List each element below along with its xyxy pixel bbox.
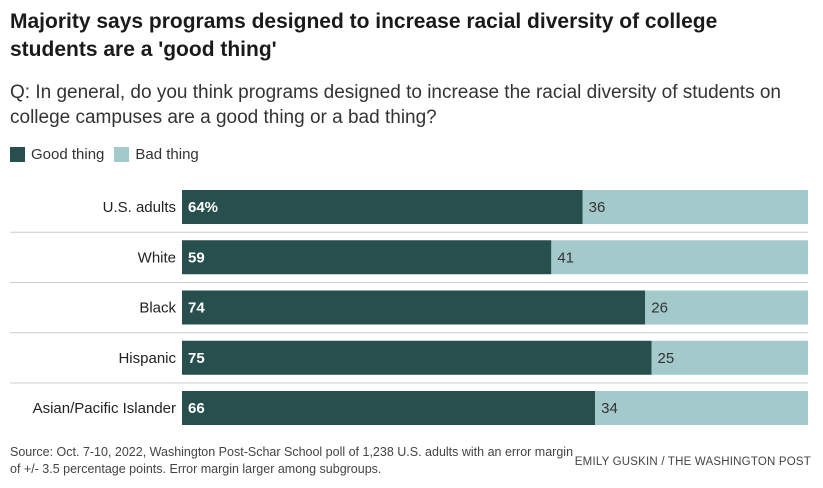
data-label-good-thing: 66 [188,400,205,417]
data-label-bad-thing: 41 [557,249,574,266]
category-label: U.S. adults [103,199,176,216]
data-label-bad-thing: 26 [651,300,668,317]
bar-good-thing [182,391,596,425]
legend-label-good: Good thing [31,146,105,163]
legend-label-bad: Bad thing [135,146,199,163]
bar-bad-thing [582,190,808,224]
bar-bad-thing [651,340,808,375]
legend-swatch-bad [114,147,130,162]
data-label-good-thing: 75 [188,350,205,367]
data-label-bad-thing: 36 [589,199,606,216]
chart-title: Majority says programs designed to incre… [10,10,718,61]
credit-line: EMILY GUSKIN / THE WASHINGTON POST [574,456,811,468]
data-label-good-thing: 59 [188,249,205,266]
stacked-bar-chart: U.S. adults 64% 36 White 59 41 Black 74 26 Hispan… [10,190,808,425]
bar-good-thing [182,190,583,224]
bar-good-thing [182,240,552,275]
source-note: Source: Oct. 7-10, 2022, Washington Post… [10,445,574,476]
bar-good-thing [182,340,652,375]
legend: Good thing Bad thing [10,146,209,163]
legend-swatch-good [10,147,25,162]
category-label: Asian/Pacific Islander [33,400,176,417]
bar-bad-thing [551,240,808,275]
bar-bad-thing [645,290,808,325]
category-label: Hispanic [118,350,176,367]
chart-subtitle: Q: In general, do you think programs des… [10,82,781,128]
legend-item-good: Good thing [10,146,104,163]
bar-bad-thing [595,391,808,425]
bar-good-thing [182,290,646,325]
legend-item-bad: Bad thing [114,146,199,163]
data-label-bad-thing: 25 [658,350,675,367]
category-label: Black [139,300,176,317]
data-label-bad-thing: 34 [601,400,618,417]
data-label-good-thing: 64% [188,199,218,216]
data-label-good-thing: 74 [188,300,205,317]
category-label: White [138,249,176,266]
